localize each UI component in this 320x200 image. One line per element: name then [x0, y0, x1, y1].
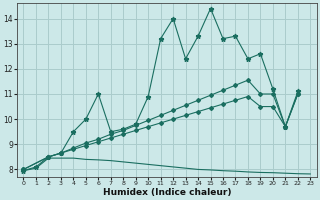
X-axis label: Humidex (Indice chaleur): Humidex (Indice chaleur)	[103, 188, 231, 197]
